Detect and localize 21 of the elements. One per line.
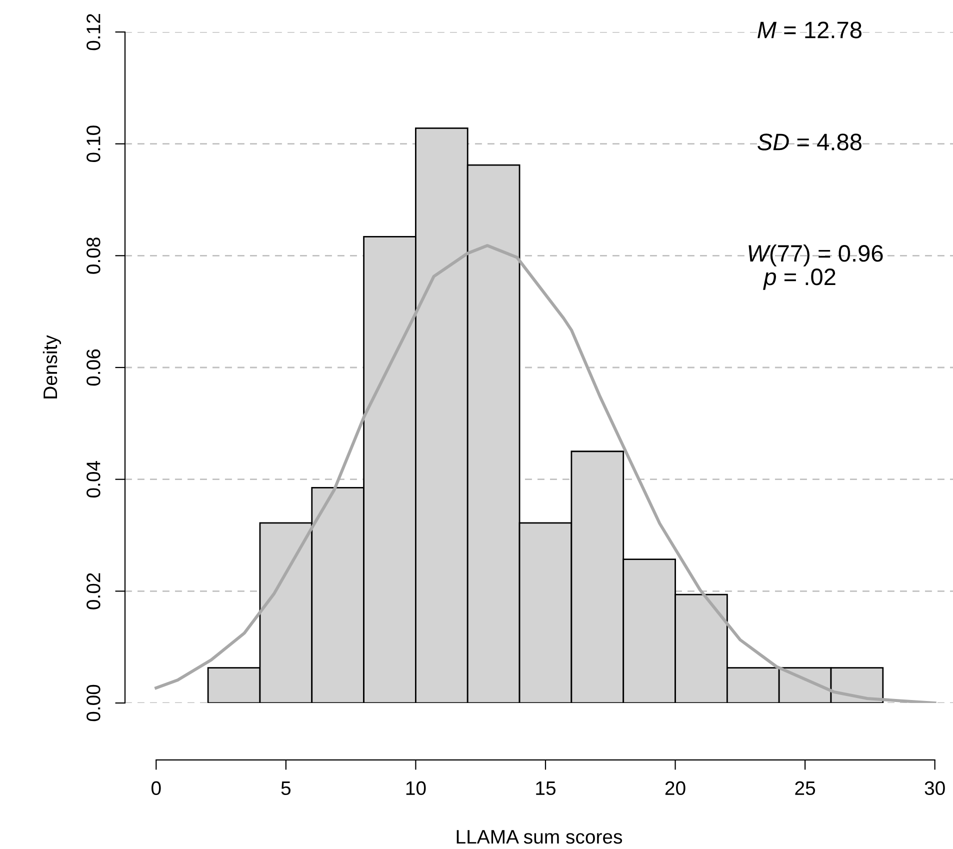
y-tick-label: 0.02: [86, 573, 100, 610]
x-tick-label: 10: [406, 781, 426, 796]
x-tick-label: 0: [152, 781, 161, 796]
x-tick-label: 25: [795, 781, 816, 796]
y-tick-label: 0.04: [86, 460, 100, 498]
line-series: [154, 244, 936, 703]
y-tick-label: 0.10: [86, 126, 100, 162]
y-tick-label: 0.08: [86, 238, 100, 274]
annotation: W(77) = 0.96: [748, 244, 883, 266]
x-tick-label: 15: [536, 781, 556, 796]
y-tick-label: 0.00: [86, 684, 100, 722]
annotation: p = .02: [763, 268, 836, 290]
y-axis-title: Density: [42, 335, 62, 398]
x-axis-title: LLAMA sum scores: [456, 830, 622, 844]
y-tick-label: 0.06: [86, 349, 100, 386]
x-tick-label: 30: [924, 781, 945, 796]
y-tick-label: 0.12: [86, 14, 100, 50]
annotation: M = 12.78: [758, 22, 862, 38]
annotation: SD = 4.88: [758, 134, 862, 150]
x-tick-label: 5: [281, 781, 291, 796]
x-tick-label: 20: [665, 781, 686, 796]
